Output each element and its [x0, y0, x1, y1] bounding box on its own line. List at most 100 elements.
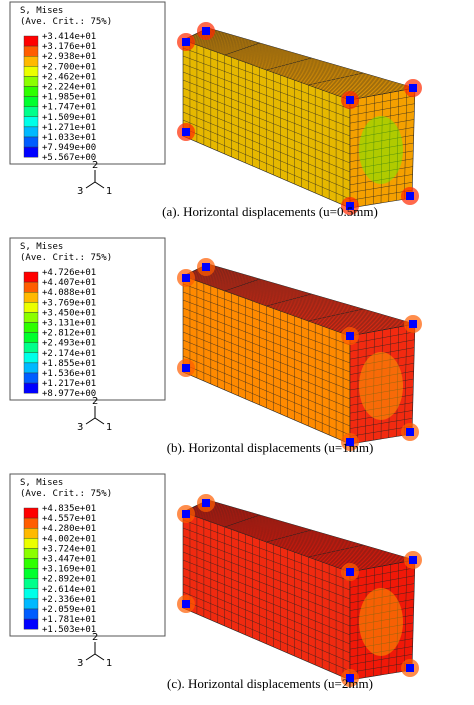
legend-swatch: [23, 618, 39, 630]
mesh-line: [349, 166, 413, 178]
stress-patch: [359, 352, 403, 420]
corner-node: [346, 202, 354, 210]
legend-value: +1.781e+01: [42, 615, 96, 625]
triad-label: 1: [106, 422, 112, 433]
mesh-line: [182, 535, 351, 600]
stress-patch: [359, 116, 403, 184]
legend-value: +2.336e+01: [42, 595, 96, 605]
caption: (b). Horizontal displacements (u=1mm): [167, 440, 374, 455]
legend-value: +1.985e+01: [42, 93, 96, 103]
mesh-line: [182, 591, 351, 663]
mesh-line: [349, 654, 413, 665]
mesh-line: [349, 134, 414, 147]
legend-value: +3.131e+01: [42, 319, 96, 329]
legend-swatch: [23, 96, 39, 107]
corner-node: [409, 556, 417, 564]
legend-swatch: [23, 342, 39, 353]
legend-value: +2.059e+01: [42, 605, 96, 615]
legend-swatch: [23, 45, 39, 57]
mesh-line: [182, 307, 351, 373]
triad-axis: [85, 653, 96, 661]
mesh-line: [308, 544, 364, 558]
corner-node: [406, 192, 414, 200]
legend-value: +2.462e+01: [42, 72, 96, 82]
mesh-line: [349, 339, 415, 352]
mesh-line: [308, 72, 364, 86]
mesh-line: [349, 661, 413, 673]
mesh-line: [349, 189, 413, 201]
triad-axis: [94, 417, 105, 425]
mesh-line: [349, 606, 414, 619]
mesh-line: [349, 418, 413, 429]
triad-axis: [85, 417, 96, 425]
legend-value: +5.567e+00: [42, 153, 96, 163]
legend-value: +1.503e+01: [42, 625, 96, 635]
corner-node: [182, 128, 190, 136]
legend-swatch: [23, 578, 39, 589]
corner-node: [182, 274, 190, 282]
mesh-line: [182, 119, 351, 191]
legend-value: +1.855e+01: [42, 359, 96, 369]
legend-value: +4.088e+01: [42, 288, 96, 298]
legend-swatch: [23, 76, 39, 87]
legend-title: S, Mises: [20, 478, 63, 488]
legend-swatch: [23, 598, 39, 610]
mesh-line: [224, 278, 260, 292]
triad-label: 1: [106, 186, 112, 197]
mesh-line: [182, 551, 351, 618]
legend-value: +4.557e+01: [42, 514, 96, 524]
legend-value: +3.724e+01: [42, 544, 96, 554]
mesh-line: [349, 142, 414, 155]
mesh-line: [182, 543, 351, 609]
legend-swatch: [23, 558, 39, 569]
mesh-line: [349, 630, 414, 642]
legend-value: +3.447e+01: [42, 555, 96, 565]
mesh-line: [349, 425, 413, 437]
mesh-line: [182, 527, 351, 591]
mesh-line: [349, 410, 413, 422]
mesh-line: [182, 47, 351, 110]
mesh-line: [308, 308, 364, 322]
legend-value: +2.224e+01: [42, 83, 96, 93]
mesh-line: [349, 355, 415, 368]
legend-swatch: [23, 136, 39, 148]
corner-node: [182, 38, 190, 46]
mesh-line: [349, 95, 415, 108]
mesh-line: [182, 127, 351, 200]
legend-value: +4.280e+01: [42, 524, 96, 534]
legend-swatch: [23, 517, 39, 529]
mesh-line: [182, 347, 351, 418]
mesh-line: [182, 323, 351, 391]
mesh-line: [349, 150, 414, 162]
stress-patch: [359, 588, 403, 656]
mesh-line: [182, 559, 351, 627]
legend-swatch: [23, 322, 39, 333]
legend-value: +2.614e+01: [42, 585, 96, 595]
mesh-line: [349, 622, 414, 634]
legend-value: +4.407e+01: [42, 278, 96, 288]
triad-label: 3: [77, 422, 83, 433]
legend-value: +2.493e+01: [42, 339, 96, 349]
corner-node: [202, 499, 210, 507]
mesh-line: [349, 394, 414, 406]
mesh-line: [182, 71, 351, 137]
corner-node: [406, 664, 414, 672]
legend-subtitle: (Ave. Crit.: 75%): [20, 17, 112, 27]
legend-subtitle: (Ave. Crit.: 75%): [20, 253, 112, 263]
corner-node: [346, 438, 354, 446]
mesh-line: [349, 386, 414, 398]
mesh-line: [349, 363, 414, 375]
legend-swatch: [23, 352, 39, 364]
mesh-line: [182, 315, 351, 382]
legend-swatch: [23, 608, 39, 620]
caption: (a). Horizontal displacements (u=0.5mm): [162, 204, 378, 219]
legend-title: S, Mises: [20, 6, 63, 16]
legend-value: +3.176e+01: [42, 42, 96, 52]
legend-swatch: [23, 271, 39, 283]
legend-swatch: [23, 106, 39, 117]
triad-axis: [85, 181, 96, 189]
legend-swatch: [23, 146, 39, 158]
mesh-line: [349, 111, 415, 124]
mesh-line: [182, 291, 351, 355]
